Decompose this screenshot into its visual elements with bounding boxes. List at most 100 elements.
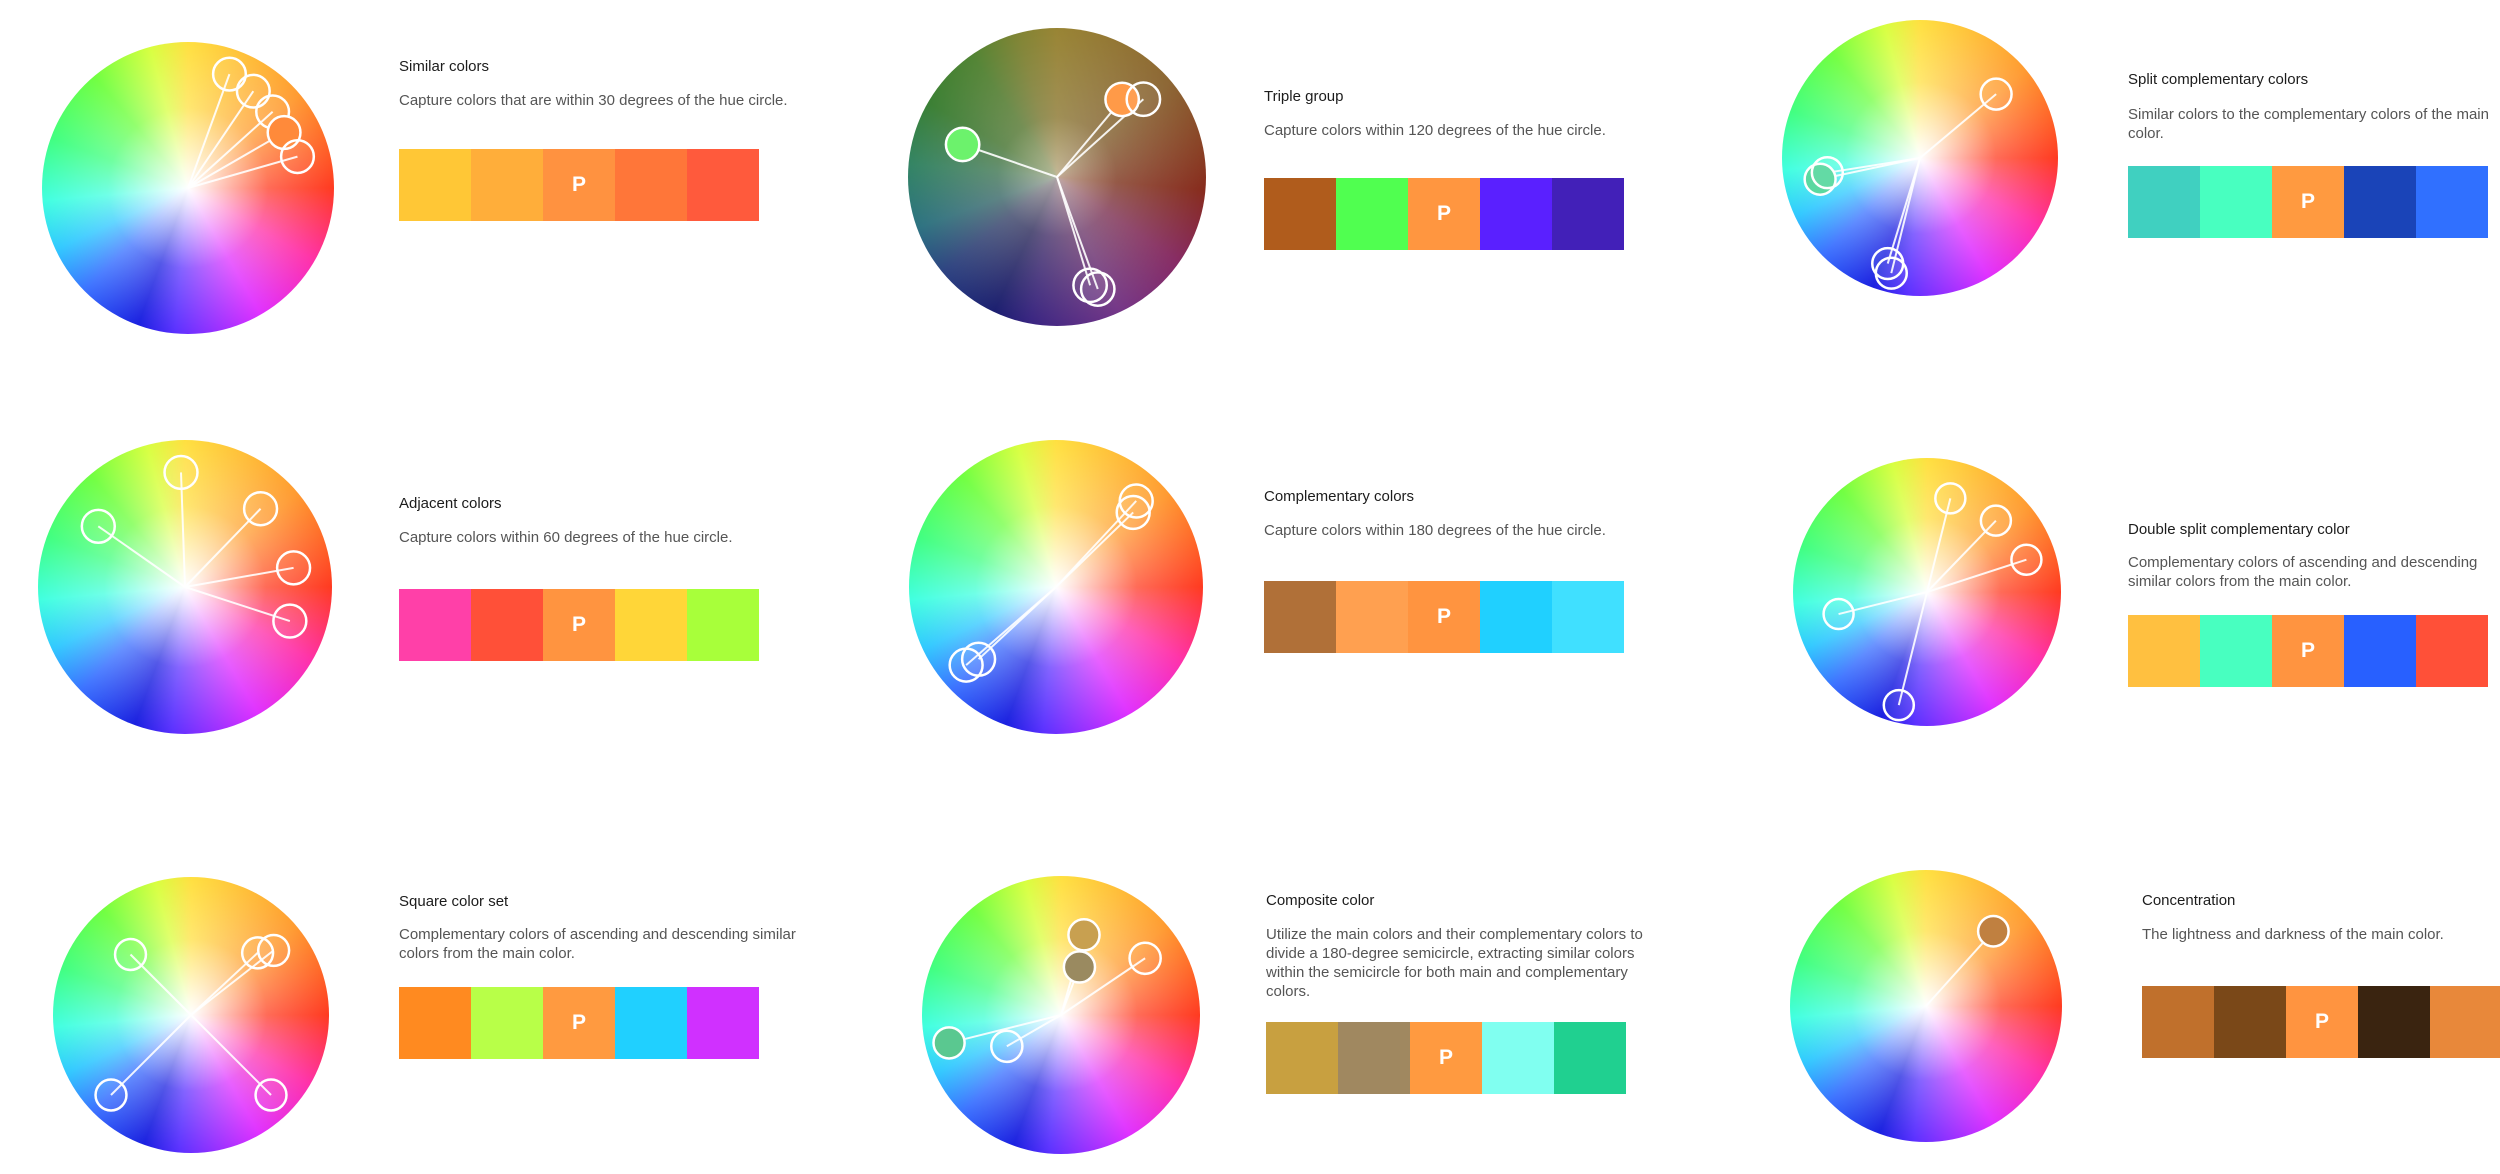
main-color-swatch[interactable]: P [2286, 986, 2358, 1058]
wheel-handle[interactable] [94, 1078, 128, 1112]
wheel-handle[interactable] [1128, 941, 1162, 976]
color-swatch[interactable] [687, 987, 759, 1059]
color-swatch[interactable] [2214, 986, 2286, 1058]
wheel-handle[interactable] [1125, 81, 1162, 118]
color-swatch[interactable] [1336, 178, 1408, 250]
wheel-handle[interactable] [1115, 494, 1151, 531]
scheme-title: Complementary colors [1264, 488, 1415, 505]
main-color-swatch[interactable]: P [543, 987, 615, 1059]
handle-connector-line [948, 1014, 1062, 1044]
color-palette: P [399, 149, 759, 221]
wheel-handle[interactable] [1976, 914, 2010, 948]
color-swatch[interactable] [2416, 615, 2488, 687]
color-wheel[interactable] [908, 28, 1206, 326]
wheel-handle[interactable] [932, 1026, 966, 1060]
color-swatch[interactable] [2200, 166, 2272, 238]
wheel-handle[interactable] [1104, 81, 1141, 118]
color-swatch[interactable] [399, 589, 471, 661]
handle-connector-line [187, 111, 274, 189]
handle-connector-line [1897, 591, 1928, 706]
wheel-handle[interactable] [254, 1078, 288, 1112]
color-wheel[interactable] [1782, 20, 2058, 296]
color-swatch[interactable] [2128, 166, 2200, 238]
color-swatch[interactable] [1264, 178, 1336, 250]
color-swatch[interactable] [2128, 615, 2200, 687]
color-swatch[interactable] [471, 589, 543, 661]
scheme-title: Double split complementary color [2128, 521, 2350, 538]
handle-connector-line [187, 155, 298, 189]
color-palette: P [1264, 581, 1624, 653]
color-wheel[interactable] [1793, 458, 2061, 726]
wheel-handle[interactable] [256, 933, 291, 968]
color-swatch[interactable] [615, 589, 687, 661]
handle-connector-line [1890, 157, 1921, 274]
scheme-title: Adjacent colors [399, 495, 502, 512]
wheel-handle[interactable] [1871, 246, 1905, 281]
color-palette: P [2128, 166, 2488, 238]
color-swatch[interactable] [1552, 178, 1624, 250]
scheme-title: Square color set [399, 893, 509, 910]
color-swatch[interactable] [1338, 1022, 1410, 1094]
color-swatch[interactable] [1554, 1022, 1626, 1094]
color-swatch[interactable] [1552, 581, 1624, 653]
color-swatch[interactable] [1264, 581, 1336, 653]
wheel-handle[interactable] [990, 1029, 1024, 1064]
color-wheel[interactable] [909, 440, 1203, 734]
wheel-handle[interactable] [275, 550, 312, 586]
wheel-handle[interactable] [2010, 543, 2043, 576]
color-swatch[interactable] [471, 987, 543, 1059]
color-swatch[interactable] [615, 149, 687, 221]
color-wheel[interactable] [922, 876, 1200, 1154]
color-swatch[interactable] [2142, 986, 2214, 1058]
wheel-handle[interactable] [1882, 688, 1916, 722]
color-swatch[interactable] [399, 149, 471, 221]
main-color-swatch[interactable]: P [543, 149, 615, 221]
wheel-handle[interactable] [1067, 918, 1101, 952]
color-swatch[interactable] [2344, 615, 2416, 687]
color-swatch[interactable] [1480, 581, 1552, 653]
wheel-handle[interactable] [1822, 597, 1855, 631]
wheel-handle[interactable] [272, 603, 308, 639]
color-swatch[interactable] [2416, 166, 2488, 238]
main-color-swatch[interactable]: P [543, 589, 615, 661]
color-swatch[interactable] [471, 149, 543, 221]
color-swatch[interactable] [1336, 581, 1408, 653]
wheel-handle[interactable] [1934, 482, 1967, 515]
wheel-handle[interactable] [80, 508, 117, 545]
handle-connector-line [1886, 157, 1921, 264]
color-wheel[interactable] [1790, 870, 2062, 1142]
wheel-handle[interactable] [211, 56, 248, 92]
main-color-swatch[interactable]: P [1408, 178, 1480, 250]
wheel-handle[interactable] [242, 491, 279, 527]
color-swatch[interactable] [1482, 1022, 1554, 1094]
color-wheel[interactable] [42, 42, 334, 334]
color-swatch[interactable] [687, 589, 759, 661]
color-wheel[interactable] [53, 877, 329, 1153]
wheel-handle[interactable] [1072, 267, 1109, 304]
wheel-handle[interactable] [1979, 77, 2013, 111]
main-color-swatch[interactable]: P [2272, 166, 2344, 238]
wheel-handle[interactable] [163, 454, 199, 491]
color-swatch[interactable] [615, 987, 687, 1059]
color-swatch[interactable] [2430, 986, 2500, 1058]
color-swatch[interactable] [1480, 178, 1552, 250]
wheel-handle[interactable] [1979, 504, 2013, 537]
wheel-handle[interactable] [1810, 155, 1845, 190]
main-color-swatch[interactable]: P [1408, 581, 1480, 653]
main-color-swatch[interactable]: P [1410, 1022, 1482, 1094]
color-wheel[interactable] [38, 440, 332, 734]
wheel-handle[interactable] [948, 647, 984, 683]
wheel-handle[interactable] [113, 937, 148, 972]
color-swatch[interactable] [2200, 615, 2272, 687]
color-swatch[interactable] [399, 987, 471, 1059]
color-swatch[interactable] [2344, 166, 2416, 238]
color-swatch[interactable] [687, 149, 759, 221]
color-swatch[interactable] [1266, 1022, 1338, 1094]
wheel-handle[interactable] [1062, 950, 1097, 984]
handle-connector-line [1055, 500, 1137, 588]
color-palette: P [399, 987, 759, 1059]
wheel-handle[interactable] [279, 139, 316, 175]
main-color-swatch[interactable]: P [2272, 615, 2344, 687]
color-swatch[interactable] [2358, 986, 2430, 1058]
wheel-handle[interactable] [944, 126, 981, 163]
